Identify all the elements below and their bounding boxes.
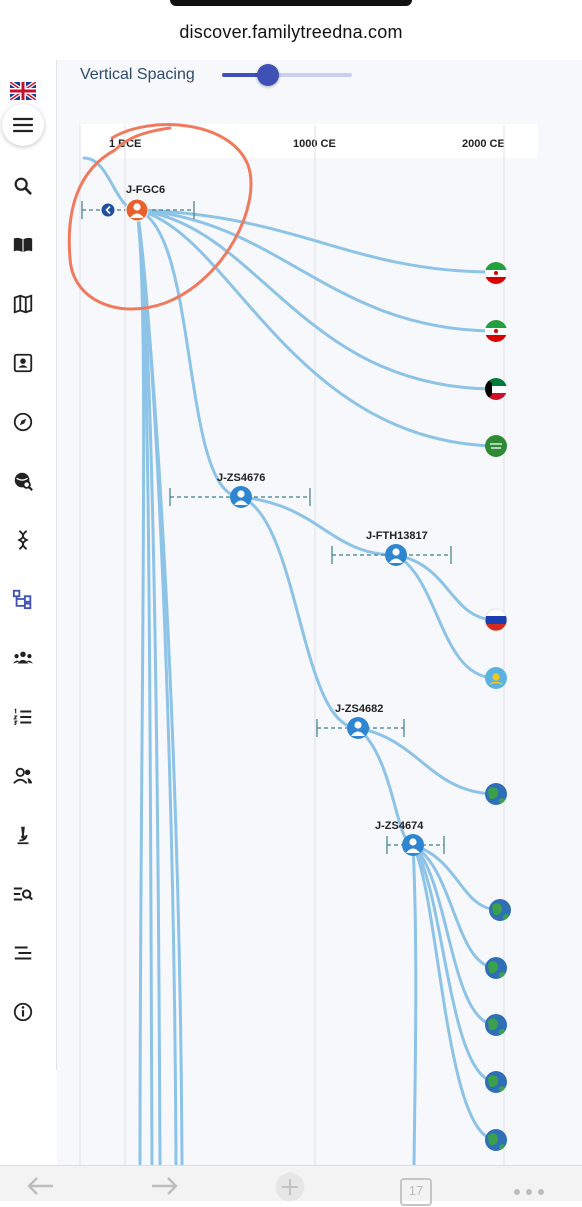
branch	[135, 208, 496, 274]
browser-address-bar[interactable]: discover.familytreedna.com	[0, 0, 582, 61]
compass-icon[interactable]	[10, 409, 36, 435]
info-icon[interactable]	[10, 999, 36, 1025]
node-j-zs4682[interactable]: J-ZS4682	[335, 703, 383, 739]
node-j-fgc6[interactable]: J-FGC6	[125, 184, 165, 222]
date-range-bars	[82, 209, 451, 846]
collapse-parent-button[interactable]	[101, 203, 115, 217]
tree-icon[interactable]	[10, 586, 36, 612]
branch	[356, 726, 496, 796]
saudi-flag-icon[interactable]	[485, 435, 507, 457]
branch	[411, 843, 498, 1142]
node-j-fth13817[interactable]: J-FTH13817	[366, 530, 428, 566]
branch	[135, 208, 146, 1165]
globe-icon[interactable]	[485, 1071, 507, 1093]
globe-icon[interactable]	[489, 899, 511, 921]
group-icon[interactable]	[10, 645, 36, 671]
annotation-circle	[67, 123, 253, 311]
forward-arrow-icon[interactable]	[150, 1174, 180, 1203]
chevron-left-icon	[105, 205, 111, 215]
branch	[239, 495, 360, 730]
tick-label-2000ce: 2000 CE	[462, 138, 505, 150]
iran-flag-icon[interactable]	[485, 320, 507, 343]
tree-branches	[82, 156, 500, 1165]
node-label: J-FGC6	[126, 184, 165, 196]
new-tab-icon[interactable]	[268, 1172, 312, 1207]
branch	[394, 553, 496, 680]
node-label: J-FTH13817	[366, 530, 428, 542]
url-text[interactable]: discover.familytreedna.com	[179, 22, 403, 42]
branch	[411, 843, 418, 1165]
branch	[135, 208, 496, 333]
menu-icon	[12, 117, 34, 133]
more-icon[interactable]	[512, 1178, 546, 1202]
node-j-zs4676[interactable]: J-ZS4676	[217, 472, 265, 508]
globe-search-icon[interactable]	[10, 468, 36, 494]
vertical-spacing-label: Vertical Spacing	[80, 66, 195, 83]
menu-button[interactable]	[2, 104, 44, 146]
iran-flag-icon[interactable]	[485, 262, 507, 285]
haplogroup-tree[interactable]: J-FGC6 J-ZS4676 J-FTH13817 J-ZS4682 J-ZS…	[0, 0, 582, 1165]
microscope-icon[interactable]	[10, 822, 36, 848]
branch	[239, 495, 398, 557]
branch	[135, 208, 496, 448]
tick-label-1000ce: 1000 CE	[293, 138, 336, 150]
browser-toolbar: 17	[0, 1165, 582, 1206]
globe-icon[interactable]	[485, 783, 507, 805]
russia-flag-icon[interactable]	[484, 608, 508, 632]
branch	[411, 843, 498, 1027]
globe-icon[interactable]	[485, 1129, 507, 1151]
tab-count-button[interactable]: 17	[400, 1178, 432, 1206]
node-label: J-ZS4676	[217, 472, 265, 484]
slider-fill	[222, 73, 268, 77]
globe-icon[interactable]	[485, 1014, 507, 1036]
branch	[135, 208, 496, 391]
timeline-gridlines	[79, 125, 505, 1165]
search-icon[interactable]	[10, 173, 36, 199]
branch	[411, 843, 500, 912]
branch	[394, 553, 496, 622]
uk-flag-icon[interactable]	[10, 78, 36, 104]
branch	[411, 843, 498, 1084]
branch	[135, 208, 184, 1165]
branch	[135, 208, 243, 499]
node-j-zs4674[interactable]: J-ZS4674	[375, 820, 424, 856]
list-search-icon[interactable]	[10, 881, 36, 907]
device-notch	[170, 0, 412, 6]
book-icon[interactable]	[10, 232, 36, 258]
sidebar	[0, 60, 57, 1070]
kuwait-flag-icon[interactable]	[485, 378, 507, 401]
branch	[411, 843, 498, 970]
slider-thumb[interactable]	[257, 64, 279, 86]
node-label: J-ZS4682	[335, 703, 383, 715]
globe-icon[interactable]	[485, 957, 507, 979]
node-label: J-ZS4674	[375, 820, 424, 832]
back-arrow-icon[interactable]	[25, 1174, 55, 1203]
profile-card-icon[interactable]	[10, 350, 36, 376]
vertical-spacing-slider[interactable]	[222, 64, 352, 86]
numbered-list-icon[interactable]	[10, 704, 36, 730]
map-icon[interactable]	[10, 291, 36, 317]
indent-list-icon[interactable]	[10, 940, 36, 966]
kazakhstan-flag-icon[interactable]	[485, 667, 507, 689]
dna-icon[interactable]	[10, 527, 36, 553]
range-bar-caps	[81, 201, 452, 854]
people-icon[interactable]	[10, 763, 36, 789]
